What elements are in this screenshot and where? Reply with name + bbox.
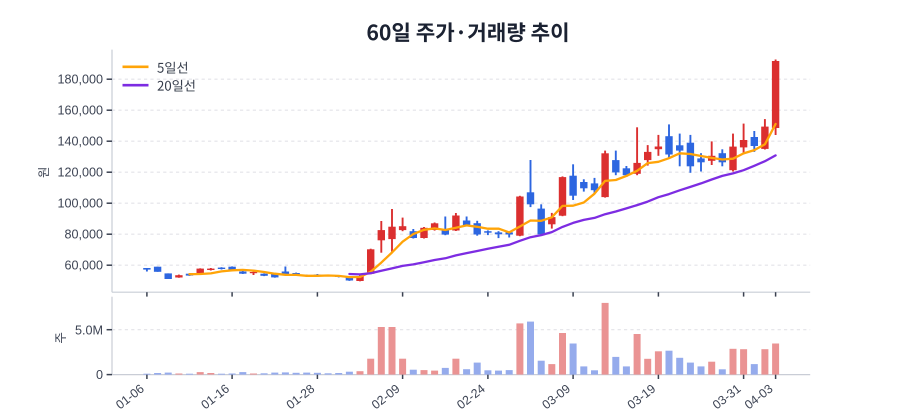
svg-text:180,000: 180,000 — [57, 73, 103, 87]
svg-text:140,000: 140,000 — [57, 135, 103, 149]
svg-text:5.0M: 5.0M — [75, 324, 103, 338]
svg-text:0: 0 — [96, 368, 103, 382]
svg-text:100,000: 100,000 — [57, 197, 103, 211]
svg-text:120,000: 120,000 — [57, 166, 103, 180]
svg-text:60,000: 60,000 — [64, 259, 103, 273]
svg-text:160,000: 160,000 — [57, 104, 103, 118]
svg-text:80,000: 80,000 — [64, 228, 103, 242]
